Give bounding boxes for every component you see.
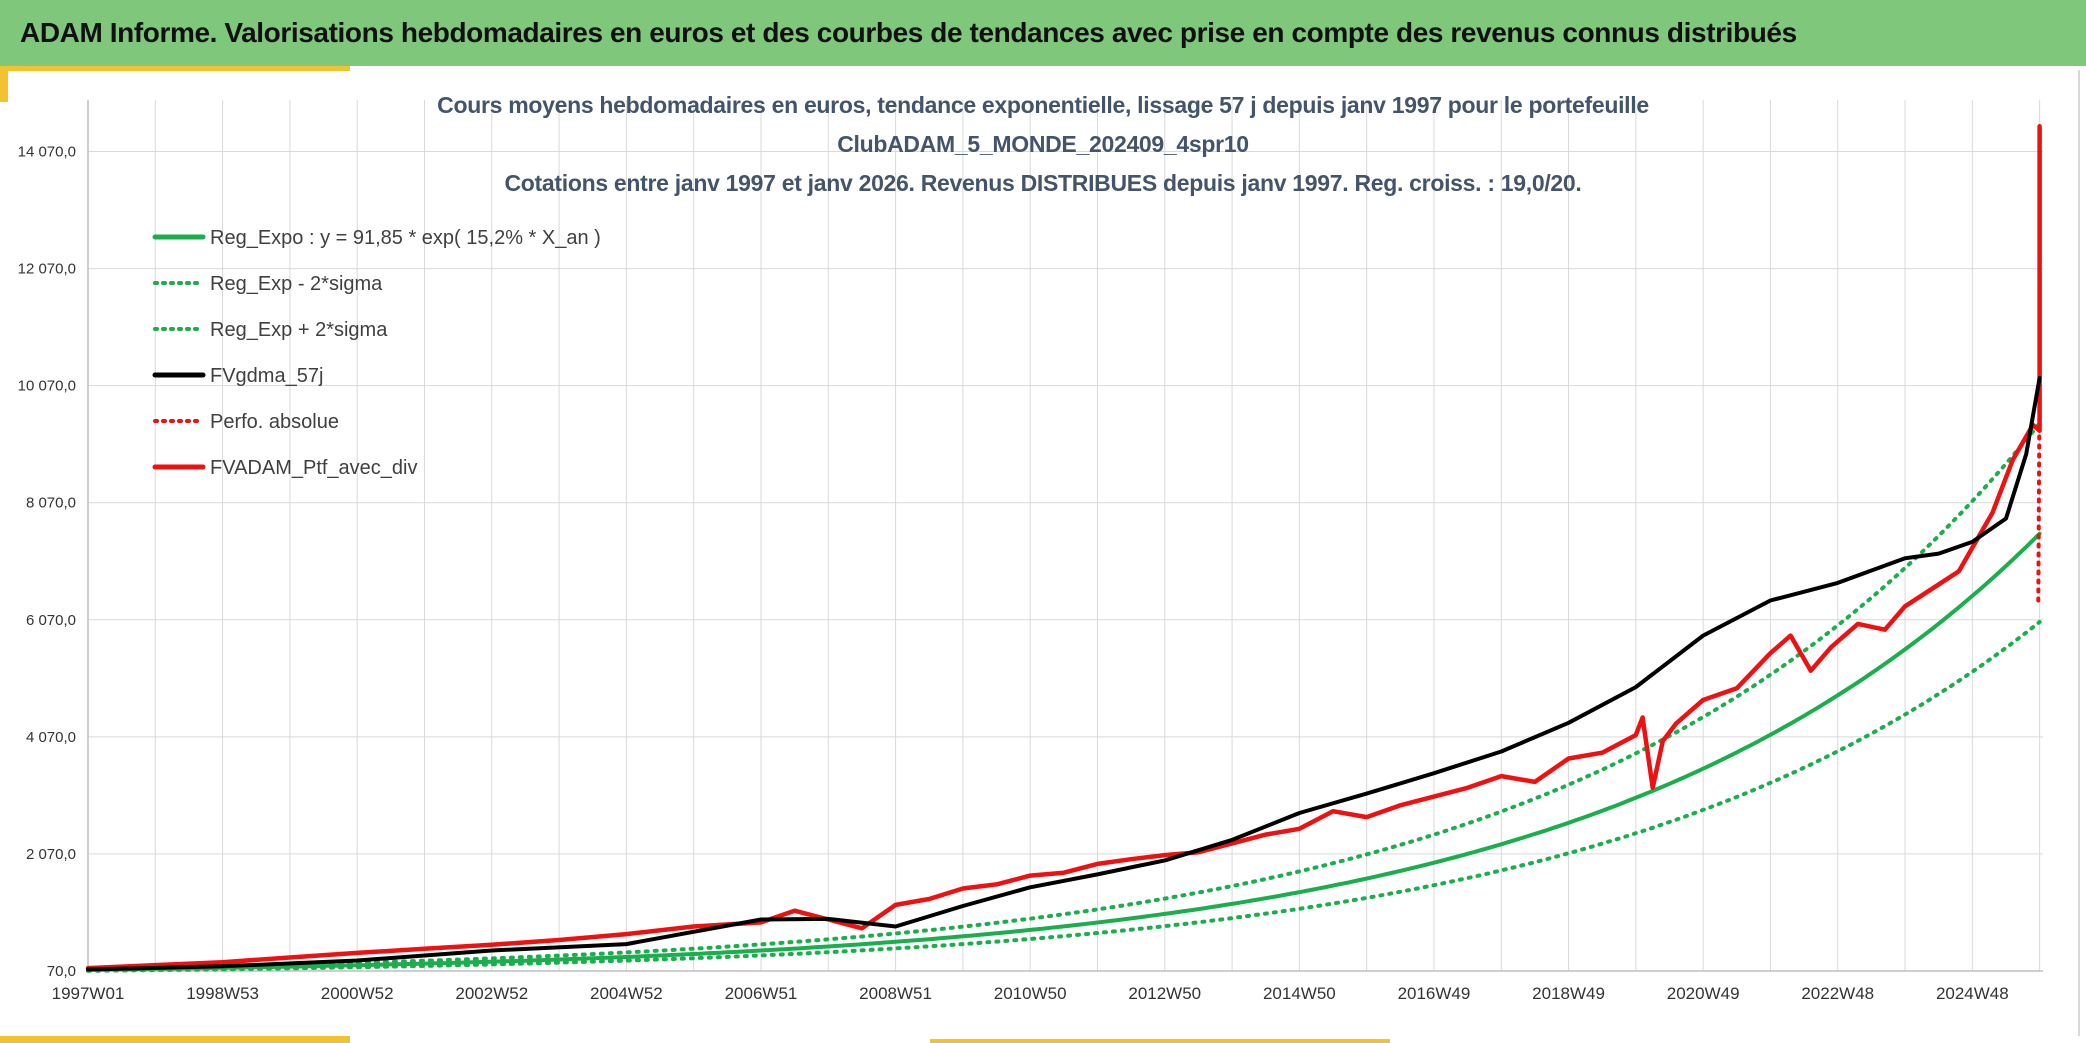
x-tick-label: 2014W50 (1263, 984, 1336, 1003)
legend-label: FVgdma_57j (210, 365, 323, 387)
x-tick-label: 1997W01 (52, 984, 125, 1003)
chart-title-line-1: Cours moyens hebdomadaires en euros, ten… (437, 92, 1649, 118)
weekly-valuation-chart: 70,0 2 070,0 4 070,0 6 070,0 8 070,0 10 070,0… (18, 100, 2043, 1003)
y-tick-label: 6 070,0 (26, 612, 76, 629)
y-tick-label: 2 070,0 (26, 846, 76, 863)
accent-bar-bottom (0, 1036, 350, 1043)
x-tick-label: 2020W49 (1667, 984, 1740, 1003)
accent-bar-top (0, 66, 350, 71)
x-tick-label: 2008W51 (859, 984, 932, 1003)
y-tick-label: 4 070,0 (26, 729, 76, 746)
legend-label: Perfo. absolue (210, 411, 339, 433)
x-tick-label: 2022W48 (1801, 984, 1874, 1003)
gridlines (88, 100, 2043, 972)
series-lines (85, 124, 2042, 973)
x-tick-label: 2018W49 (1532, 984, 1605, 1003)
y-tick-label: 8 070,0 (26, 495, 76, 512)
x-tick-label: 2010W50 (994, 984, 1067, 1003)
x-tick-label: 2012W50 (1128, 984, 1201, 1003)
x-tick-label: 2000W52 (321, 984, 394, 1003)
x-tick-label: 2024W48 (1936, 984, 2009, 1003)
y-tick-label: 70,0 (47, 963, 76, 980)
y-tick-label: 10 070,0 (18, 378, 76, 395)
y-tick-label: 14 070,0 (18, 144, 76, 161)
accent-bar-left (0, 66, 8, 102)
legend-label: FVADAM_Ptf_avec_div (210, 457, 418, 479)
series-line-5 (85, 124, 2042, 971)
y-tick-label: 12 070,0 (18, 261, 76, 278)
legend-label: Reg_Exp + 2*sigma (210, 319, 388, 341)
x-tick-label: 2016W49 (1398, 984, 1471, 1003)
frame-border-right (2078, 70, 2080, 1036)
legend: Reg_Expo : y = 91,85 * exp( 15,2% * X_an… (152, 227, 601, 479)
legend-label: Reg_Expo : y = 91,85 * exp( 15,2% * X_an… (210, 227, 601, 249)
report-title: ADAM Informe. Valorisations hebdomadaire… (20, 17, 1797, 48)
x-tick-label: 1998W53 (186, 984, 259, 1003)
series-line-2 (86, 421, 2042, 971)
x-tick-label: 2002W52 (455, 984, 528, 1003)
chart-title-line-3: Cotations entre janv 1997 et janv 2026. … (504, 170, 1582, 196)
report-title-banner: ADAM Informe. Valorisations hebdomadaire… (0, 0, 2086, 66)
x-tick-label: 2004W52 (590, 984, 663, 1003)
x-tick-label: 2006W51 (725, 984, 798, 1003)
series-line-0 (86, 531, 2042, 972)
series-line-1 (86, 620, 2042, 973)
accent-bar-bottom-2 (930, 1039, 1390, 1043)
series-line-3 (86, 376, 2042, 972)
axes: 70,0 2 070,0 4 070,0 6 070,0 8 070,0 10 070,0… (18, 100, 2043, 1003)
legend-label: Reg_Exp - 2*sigma (210, 273, 383, 295)
chart-title-line-2: ClubADAM_5_MONDE_202409_4spr10 (837, 131, 1249, 157)
